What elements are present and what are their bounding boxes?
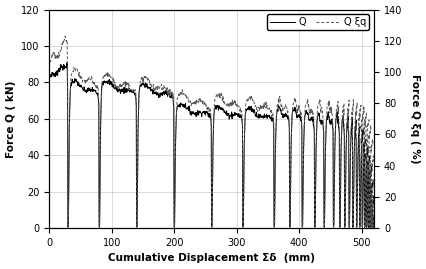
X-axis label: Cumulative Displacement Σδ  (mm): Cumulative Displacement Σδ (mm) (108, 253, 315, 263)
Q ξq (95, 87, 100, 90)
Q ξq (63, 35, 68, 38)
Q (65, 61, 70, 64)
Y-axis label: Force Q ( kN): Force Q ( kN) (6, 80, 16, 158)
Q ξq (371, 225, 377, 228)
Q (186, 105, 191, 108)
Q (66, 226, 71, 229)
Line: Q ξq: Q ξq (50, 36, 377, 226)
Q (95, 92, 100, 95)
Q (205, 111, 210, 115)
Q (78, 85, 83, 89)
Q ξq (47, 61, 52, 64)
Q (371, 226, 377, 229)
Q (368, 171, 373, 174)
Q ξq (187, 102, 192, 105)
Q (47, 73, 52, 76)
Q ξq (66, 225, 71, 228)
Q ξq (205, 109, 210, 112)
Line: Q: Q (50, 62, 376, 227)
Y-axis label: Force Q ξq ( %): Force Q ξq ( %) (410, 74, 420, 164)
Q ξq (78, 76, 83, 80)
Legend: Q, Q ξq: Q, Q ξq (268, 15, 369, 30)
Q ξq (369, 145, 374, 148)
Q (278, 107, 283, 111)
Q ξq (279, 106, 284, 109)
